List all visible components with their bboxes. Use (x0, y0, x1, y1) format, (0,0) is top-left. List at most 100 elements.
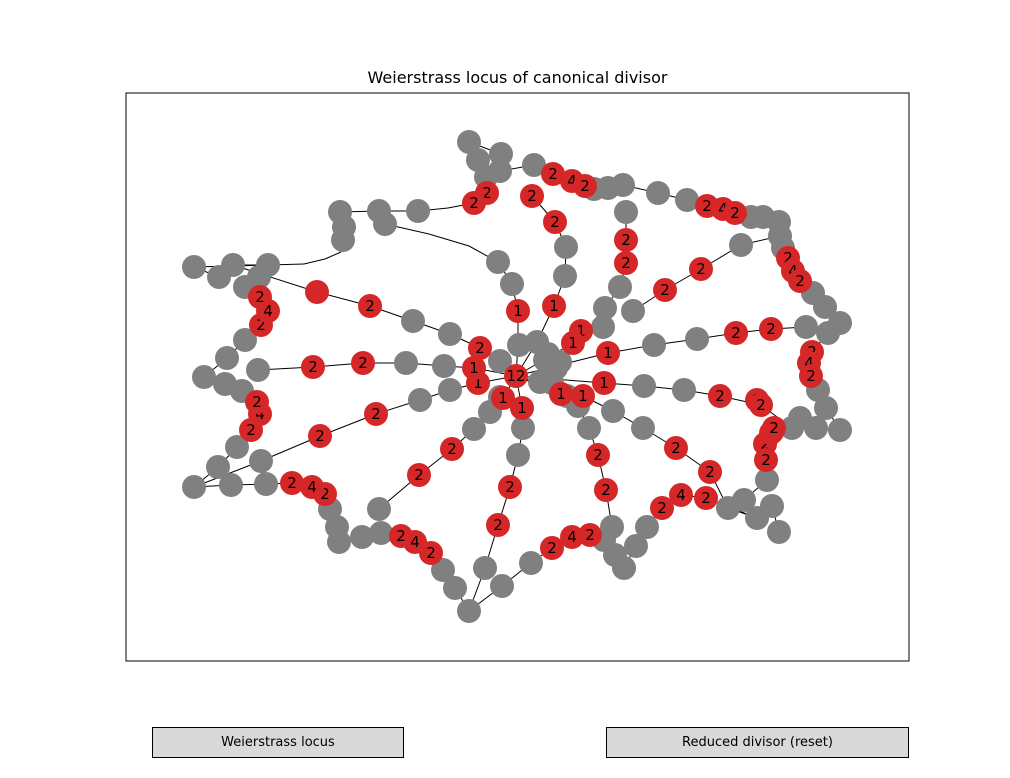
vertex-chip[interactable]: 2 (498, 475, 522, 499)
vertex-chip-marker[interactable] (540, 536, 564, 560)
vertex-chip[interactable]: 1 (592, 371, 616, 395)
vertex-empty[interactable] (814, 396, 838, 420)
vertex-empty[interactable] (225, 435, 249, 459)
vertex-chip-marker[interactable] (596, 341, 620, 365)
vertex-chip-marker[interactable] (614, 251, 638, 275)
vertex-chip[interactable]: 1 (510, 396, 534, 420)
vertex-chip-marker[interactable] (506, 299, 530, 323)
vertex-chip-marker[interactable] (498, 475, 522, 499)
vertex-empty[interactable] (621, 299, 645, 323)
vertex-empty[interactable] (462, 417, 486, 441)
vertex-chip[interactable]: 2 (462, 191, 486, 215)
vertex-empty[interactable] (635, 515, 659, 539)
vertex-empty[interactable] (406, 199, 430, 223)
vertex-chip[interactable]: 2 (245, 390, 269, 414)
vertex-chip[interactable]: 1 (571, 384, 595, 408)
vertex-chip[interactable]: 2 (694, 486, 718, 510)
vertex-empty[interactable] (350, 525, 374, 549)
vertex-chip[interactable]: 2 (486, 513, 510, 537)
vertex-chip[interactable]: 2 (754, 448, 778, 472)
vertex-chip[interactable]: 2 (468, 336, 492, 360)
vertex-chip[interactable]: 1 (549, 382, 573, 406)
vertex-chip[interactable]: 2 (799, 364, 823, 388)
vertex-chip-marker[interactable] (689, 257, 713, 281)
vertex-chip-marker[interactable] (301, 355, 325, 379)
vertex-empty[interactable] (507, 333, 531, 357)
vertex-empty[interactable] (614, 200, 638, 224)
vertex-chip-marker[interactable] (300, 475, 324, 499)
reset-divisor-button[interactable]: Reduced divisor (reset) (606, 727, 909, 758)
vertex-empty[interactable] (247, 265, 271, 289)
vertex-chip[interactable]: 1 (462, 356, 486, 380)
vertex-chip-marker[interactable] (560, 525, 584, 549)
vertex-chip[interactable]: 2 (614, 228, 638, 252)
vertex-chip-marker[interactable] (571, 384, 595, 408)
vertex-empty[interactable] (760, 494, 784, 518)
vertex-chip-marker[interactable] (708, 384, 732, 408)
vertex-chip[interactable]: 2 (541, 162, 565, 186)
vertex-chip[interactable]: 1 (506, 299, 530, 323)
vertex-chip[interactable]: 2 (723, 201, 747, 225)
vertex-chip-marker[interactable] (358, 294, 382, 318)
vertex-empty[interactable] (457, 599, 481, 623)
vertex-chip[interactable]: 2 (280, 471, 304, 495)
vertex-chip-marker[interactable] (510, 396, 534, 420)
vertex-chip-marker[interactable] (389, 524, 413, 548)
vertex-empty[interactable] (519, 551, 543, 575)
vertex-empty[interactable] (642, 333, 666, 357)
vertex-chip-marker[interactable] (573, 174, 597, 198)
vertex-chip[interactable]: 2 (351, 351, 375, 375)
vertex-empty[interactable] (755, 468, 779, 492)
vertex-chip-marker[interactable] (351, 351, 375, 375)
vertex-chip[interactable]: 2 (650, 496, 674, 520)
vertex-chip-marker[interactable] (650, 496, 674, 520)
vertex-chip[interactable]: 2 (573, 174, 597, 198)
vertex-chip-marker[interactable] (245, 390, 269, 414)
vertex-empty[interactable] (548, 350, 572, 374)
vertex-chip[interactable]: 2 (586, 443, 610, 467)
vertex-empty[interactable] (488, 159, 512, 183)
vertex-chip[interactable]: 2 (749, 393, 773, 417)
vertex-chip[interactable]: 2 (543, 210, 567, 234)
vertex-chip-marker[interactable] (698, 460, 722, 484)
vertex-empty[interactable] (608, 275, 632, 299)
vertex-empty[interactable] (443, 576, 467, 600)
vertex-chip[interactable]: 2 (698, 460, 722, 484)
vertex-chip-marker[interactable] (542, 294, 566, 318)
vertex-chip-marker[interactable] (723, 201, 747, 225)
vertex-chip-marker[interactable] (440, 437, 464, 461)
vertex-empty[interactable] (489, 142, 513, 166)
vertex-chip[interactable]: 4 (300, 475, 324, 499)
vertex-chip[interactable]: 2 (614, 251, 638, 275)
vertex-chip[interactable]: 4 (669, 483, 693, 507)
vertex-chip[interactable]: 1 (596, 341, 620, 365)
vertex-chip[interactable]: 2 (578, 523, 602, 547)
vertex-empty[interactable] (233, 328, 257, 352)
vertex-chip[interactable]: 2 (759, 317, 783, 341)
vertex-empty[interactable] (672, 378, 696, 402)
vertex-empty[interactable] (182, 255, 206, 279)
vertex-chip-marker[interactable] (491, 386, 515, 410)
vertex-chip-marker[interactable] (578, 523, 602, 547)
vertex-empty[interactable] (331, 228, 355, 252)
vertex-chip-marker[interactable] (462, 356, 486, 380)
vertex-empty[interactable] (249, 449, 273, 473)
vertex-empty[interactable] (794, 315, 818, 339)
vertex-chip[interactable]: 12 (504, 364, 528, 388)
vertex-empty[interactable] (828, 418, 852, 442)
vertex-empty[interactable] (206, 455, 230, 479)
vertex-empty[interactable] (408, 388, 432, 412)
vertex-chip[interactable]: 2 (594, 478, 618, 502)
vertex-chip[interactable]: 2 (389, 524, 413, 548)
vertex-chip-marker[interactable] (520, 184, 544, 208)
vertex-chip[interactable]: 2 (358, 294, 382, 318)
vertex-empty[interactable] (327, 530, 351, 554)
vertex-chip-marker[interactable] (788, 269, 812, 293)
vertex-empty[interactable] (394, 351, 418, 375)
vertex-chip[interactable]: 2 (540, 536, 564, 560)
vertex-chip-marker[interactable] (749, 393, 773, 417)
vertex-chip-marker[interactable] (364, 402, 388, 426)
vertex-empty[interactable] (401, 309, 425, 333)
vertex-empty[interactable] (788, 406, 812, 430)
vertex-chip[interactable]: 1 (542, 294, 566, 318)
